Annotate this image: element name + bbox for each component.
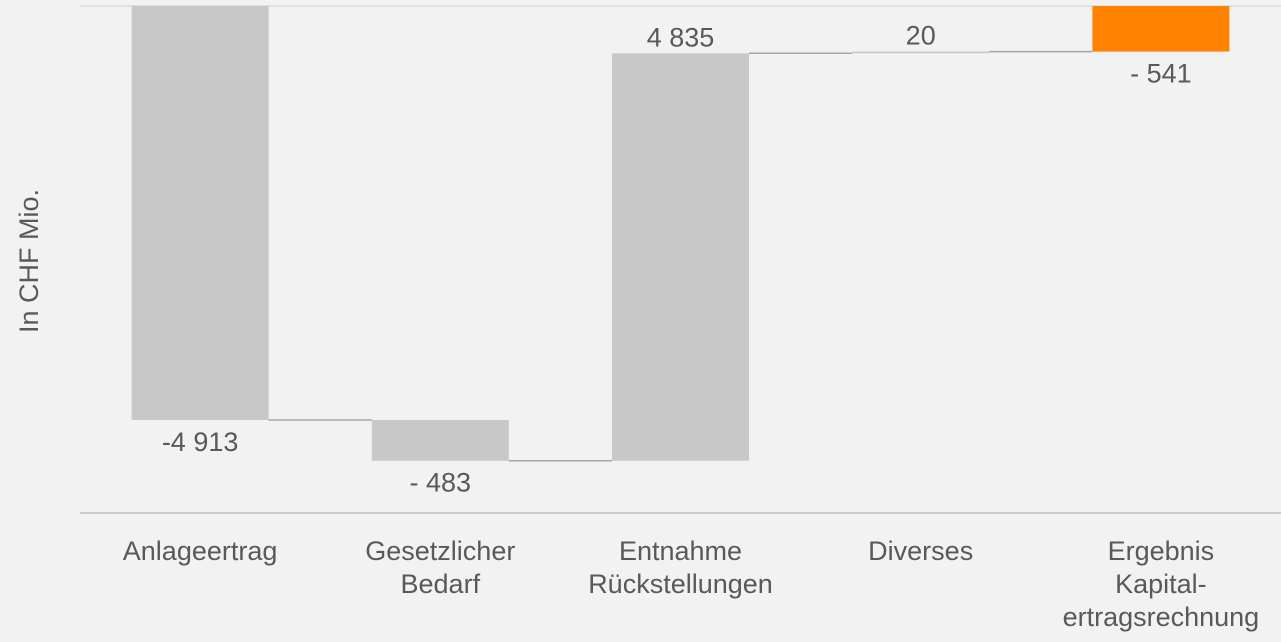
category-label: Ergebnis Kapital-ertragsrechnung: [1063, 536, 1260, 632]
value-label: 20: [906, 21, 936, 51]
value-label: 4 835: [647, 22, 715, 52]
connectors-group: [268, 50, 1093, 462]
bar-1: [371, 420, 509, 461]
bar-0: [131, 6, 269, 420]
category-label: Diverses: [868, 536, 973, 566]
value-label: - 483: [410, 468, 472, 498]
category-label: Entnahme Rückstellungen: [588, 536, 773, 599]
value-labels-group: -4 913 - 483 4 835 20 - 541: [162, 21, 1192, 498]
category-label: Gesetzlicher Bedarf: [365, 536, 515, 599]
category-label: Anlageertrag: [123, 536, 278, 566]
bar-2: [612, 53, 749, 461]
value-label: - 541: [1130, 59, 1192, 89]
y-axis-label: In CHF Mio.: [14, 189, 44, 333]
bars-group: [131, 6, 1230, 461]
category-labels-group: Anlageertrag Gesetzlicher Bedarf Entnahme Rü…: [123, 536, 1259, 632]
value-label: -4 913: [162, 427, 239, 457]
bar-3: [852, 51, 990, 54]
bar-total: [1092, 6, 1230, 52]
